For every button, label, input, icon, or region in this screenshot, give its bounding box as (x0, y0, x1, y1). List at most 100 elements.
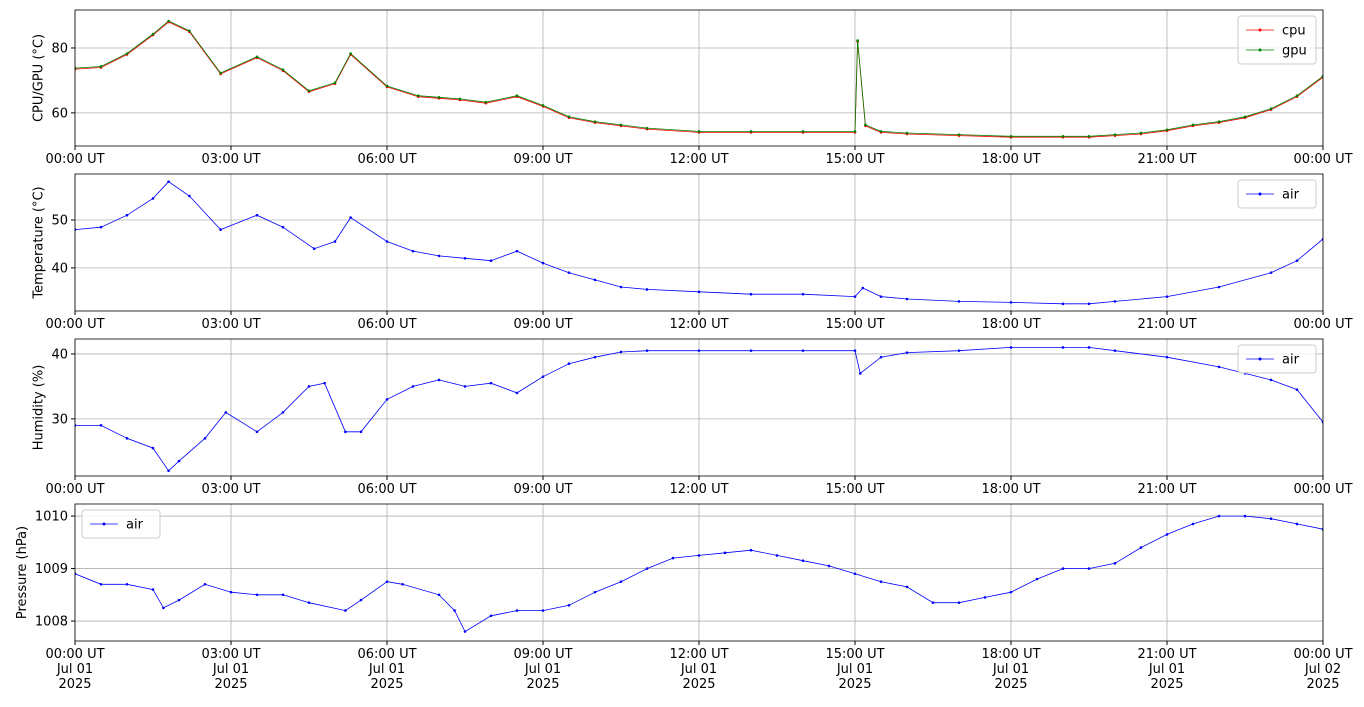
data-point (567, 271, 571, 274)
data-point (801, 130, 805, 133)
x-tick-label: 06:00 UT (357, 152, 417, 167)
data-point (879, 355, 883, 359)
data-point (619, 285, 623, 289)
data-point (307, 601, 311, 604)
x-tick-label: 03:00 UT Jul 01 2025 (201, 647, 261, 692)
data-point (188, 29, 191, 33)
data-point (593, 278, 597, 282)
data-point (1035, 577, 1039, 581)
data-point (203, 583, 207, 586)
y-tick-label: 60 (51, 106, 68, 121)
data-point (255, 430, 259, 434)
legend-label: air (1282, 353, 1300, 368)
data-point (489, 614, 493, 618)
data-point (463, 257, 467, 260)
data-point (437, 96, 441, 99)
data-point (801, 292, 805, 296)
legend-marker (102, 522, 106, 526)
x-tick-label: 12:00 UT (669, 317, 729, 332)
x-tick-label: 03:00 UT (201, 317, 261, 332)
data-point (567, 115, 571, 119)
data-point (437, 378, 441, 382)
x-tick-label: 21:00 UT (1137, 152, 1197, 167)
data-point (879, 580, 883, 583)
x-tick-label: 12:00 UT (669, 482, 729, 497)
data-point (307, 89, 311, 93)
data-point (1243, 115, 1247, 119)
data-point (619, 580, 623, 583)
data-point (1191, 123, 1195, 127)
data-point (281, 225, 285, 229)
data-point (879, 130, 883, 133)
x-tick-label: 15:00 UT (825, 482, 885, 497)
axes-frame (74, 9, 1324, 147)
plot-area (75, 19, 1323, 139)
data-point (167, 469, 170, 473)
data-point (167, 180, 170, 183)
data-point (151, 588, 155, 591)
x-tick-label: 00:00 UT (45, 317, 105, 332)
data-point (1087, 302, 1091, 306)
data-point (1061, 346, 1065, 349)
data-point (1217, 514, 1221, 518)
data-point (749, 548, 753, 552)
data-point (307, 385, 311, 388)
data-point (801, 349, 805, 352)
x-tick-label: 12:00 UT Jul 01 2025 (669, 647, 729, 692)
data-point (1087, 567, 1091, 570)
data-point (484, 100, 488, 104)
data-point (167, 19, 170, 23)
data-point (1009, 346, 1013, 349)
data-point (255, 213, 259, 217)
data-point (515, 391, 519, 395)
data-point (349, 52, 352, 55)
x-tick-label: 15:00 UT (825, 317, 885, 332)
x-tick-label: 21:00 UT (1137, 317, 1197, 332)
y-axis-label: Pressure (hPa) (15, 526, 30, 619)
legend-marker (1258, 48, 1262, 52)
data-point (385, 84, 389, 88)
series-line (75, 20, 1323, 137)
data-point (1191, 522, 1195, 526)
data-point (567, 604, 571, 607)
data-point (359, 598, 363, 602)
data-point (645, 288, 649, 291)
data-point (1087, 134, 1091, 138)
data-point (827, 564, 831, 568)
x-tick-label: 06:00 UT (357, 482, 417, 497)
data-point (957, 349, 961, 352)
series-line (75, 21, 1323, 138)
data-point (453, 609, 456, 612)
axes-frame (74, 338, 1324, 477)
data-point (281, 593, 285, 597)
x-tick-label: 09:00 UT (513, 482, 573, 497)
legend-box (1237, 344, 1317, 374)
y-tick-label: 30 (51, 412, 68, 427)
data-point (437, 593, 441, 597)
data-point (312, 247, 316, 251)
data-point (697, 290, 701, 294)
data-point (255, 593, 259, 597)
y-tick-label: 40 (51, 347, 68, 362)
data-point (323, 381, 326, 385)
x-tick-label: 00:00 UT (1293, 482, 1353, 497)
data-point (151, 197, 155, 200)
data-point (125, 213, 129, 217)
data-point (957, 133, 961, 136)
data-point (1165, 355, 1169, 359)
y-tick-label: 40 (51, 261, 68, 276)
data-point (541, 104, 545, 107)
data-point (1295, 388, 1299, 391)
data-point (515, 249, 519, 253)
x-tick-label: 09:00 UT (513, 317, 573, 332)
data-point (905, 297, 909, 301)
legend-label: air (1282, 188, 1300, 203)
data-point (255, 55, 259, 59)
x-tick-label: 18:00 UT (981, 317, 1041, 332)
data-point (645, 349, 649, 352)
x-tick-label: 15:00 UT Jul 01 2025 (825, 647, 885, 692)
legend-box (81, 509, 161, 539)
legend-label: gpu (1282, 44, 1307, 59)
data-point (861, 286, 865, 290)
data-point (125, 437, 129, 440)
